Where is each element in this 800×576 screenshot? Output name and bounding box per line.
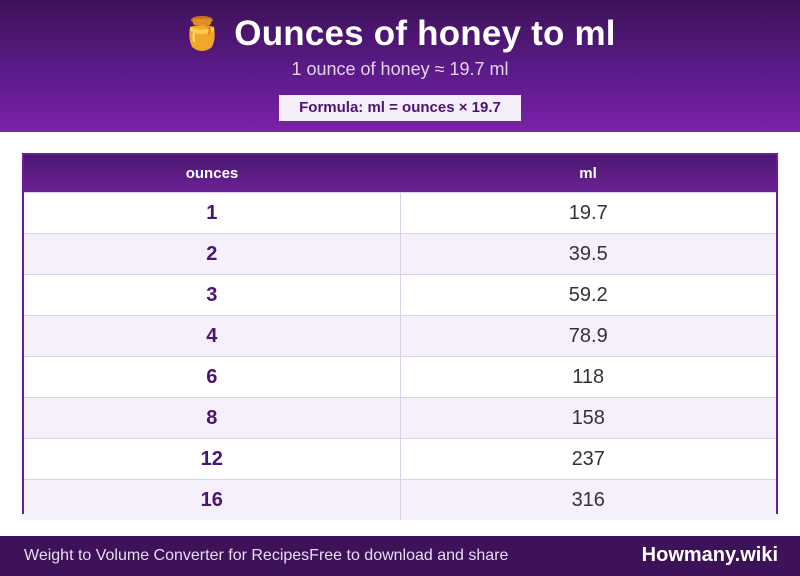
conversion-table: ounces ml 1 19.7 2 39.5 3 59.2 4 78.9 6 xyxy=(22,153,778,520)
ounces-cell: 6 xyxy=(24,356,401,398)
table-row: 1 19.7 xyxy=(24,192,776,234)
formula-badge: Formula: ml = ounces × 19.7 xyxy=(279,95,521,121)
ounces-cell: 8 xyxy=(24,397,401,439)
title-row: Ounces of honey to ml xyxy=(0,12,800,56)
ml-cell: 237 xyxy=(400,438,776,480)
header: Ounces of honey to ml 1 ounce of honey ≈… xyxy=(0,0,800,132)
honey-jar-icon xyxy=(189,16,215,51)
ml-cell: 19.7 xyxy=(400,192,776,234)
table-row: 12 237 xyxy=(24,438,776,480)
table-row: 6 118 xyxy=(24,356,776,398)
column-header-ml: ml xyxy=(400,155,776,193)
page-subtitle: 1 ounce of honey ≈ 19.7 ml xyxy=(291,59,509,79)
ml-cell: 59.2 xyxy=(400,274,776,316)
table-row: 8 158 xyxy=(24,397,776,439)
conversion-table-grid: ounces ml 1 19.7 2 39.5 3 59.2 4 78.9 6 xyxy=(24,155,776,520)
footer: Weight to Volume Converter for RecipesFr… xyxy=(0,536,800,576)
ounces-cell: 4 xyxy=(24,315,401,357)
page-title: Ounces of honey to ml xyxy=(234,14,616,53)
ounces-cell: 1 xyxy=(24,192,401,234)
ml-cell: 39.5 xyxy=(400,233,776,275)
table-row: 2 39.5 xyxy=(24,233,776,275)
column-header-ounces: ounces xyxy=(24,155,400,193)
ml-cell: 158 xyxy=(400,397,776,439)
ml-cell: 316 xyxy=(400,479,776,520)
brand-link[interactable]: Howmany.wiki xyxy=(641,544,778,566)
table-row: 16 316 xyxy=(24,479,776,520)
table-header-row: ounces ml xyxy=(24,155,776,193)
ml-cell: 78.9 xyxy=(400,315,776,357)
ounces-cell: 12 xyxy=(24,438,401,480)
ounces-cell: 3 xyxy=(24,274,401,316)
ounces-cell: 2 xyxy=(24,233,401,275)
ounces-cell: 16 xyxy=(24,479,401,520)
table-row: 4 78.9 xyxy=(24,315,776,357)
footer-tagline: Weight to Volume Converter for RecipesFr… xyxy=(24,547,509,564)
ml-cell: 118 xyxy=(400,356,776,398)
table-row: 3 59.2 xyxy=(24,274,776,316)
